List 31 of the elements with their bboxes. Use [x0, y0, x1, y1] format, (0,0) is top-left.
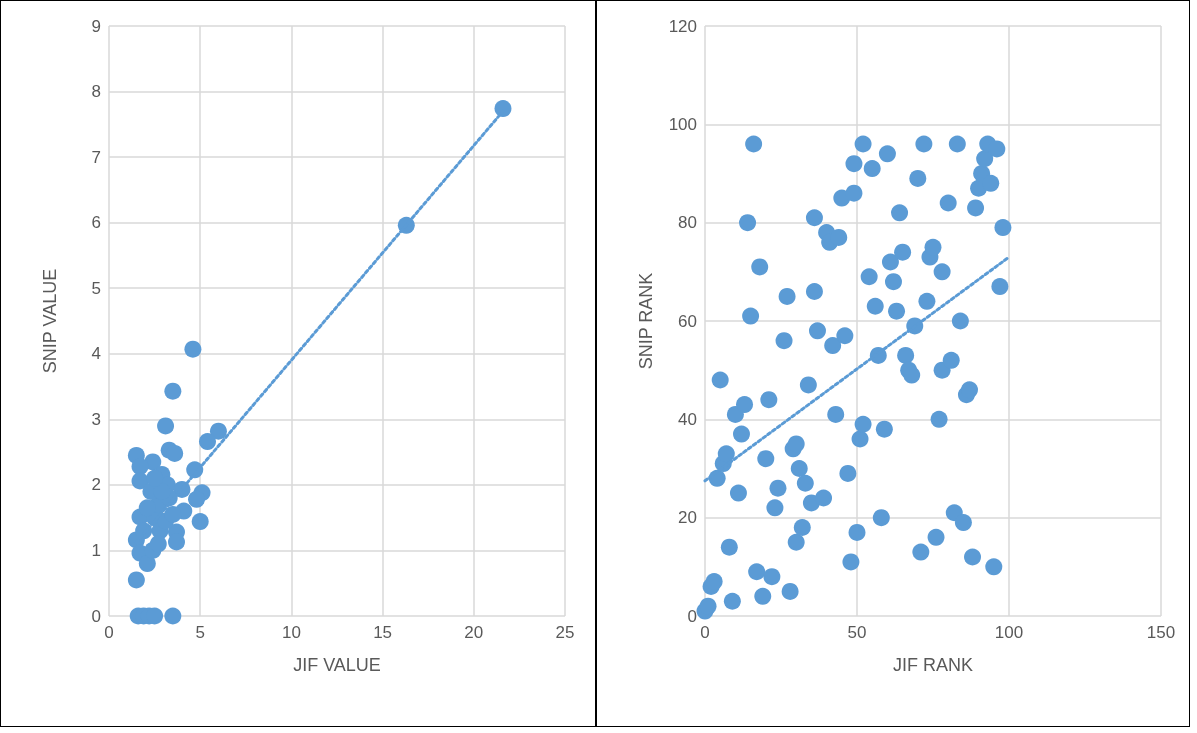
y-tick-label: 100 — [668, 114, 697, 134]
x-tick-label: 5 — [195, 623, 205, 642]
x-axis-title: JIF VALUE — [293, 655, 381, 675]
y-tick-label: 2 — [91, 475, 101, 495]
x-tick-label: 50 — [847, 623, 867, 642]
y-tick-label: 5 — [91, 278, 101, 298]
x-tick-label: 0 — [700, 623, 710, 642]
x-tick-label: 20 — [464, 623, 484, 642]
y-tick-label: 6 — [91, 213, 101, 233]
y-axis-title: SNIP RANK — [636, 272, 656, 370]
x-tick-label: 25 — [555, 623, 575, 642]
y-tick-label: 20 — [678, 508, 697, 528]
x-tick-label: 150 — [1146, 623, 1176, 642]
y-tick-label: 120 — [668, 16, 697, 36]
x-tick-label: 0 — [104, 623, 114, 642]
y-tick-label: 9 — [91, 16, 101, 36]
y-tick-label: 8 — [91, 82, 101, 102]
y-tick-label: 0 — [91, 606, 101, 626]
x-tick-label: 15 — [373, 623, 393, 642]
x-tick-label: 10 — [281, 623, 301, 642]
y-axis-title: SNIP VALUE — [40, 268, 60, 374]
y-tick-label: 40 — [678, 409, 697, 429]
y-tick-label: 3 — [91, 409, 101, 429]
y-tick-label: 0 — [687, 606, 697, 626]
y-tick-label: 7 — [91, 147, 101, 167]
y-tick-label: 80 — [678, 213, 697, 233]
x-axis-title: JIF RANK — [892, 655, 974, 675]
y-tick-label: 4 — [91, 344, 101, 364]
y-tick-label: 1 — [91, 540, 101, 560]
y-tick-label: 60 — [678, 311, 697, 331]
x-tick-label: 100 — [994, 623, 1024, 642]
